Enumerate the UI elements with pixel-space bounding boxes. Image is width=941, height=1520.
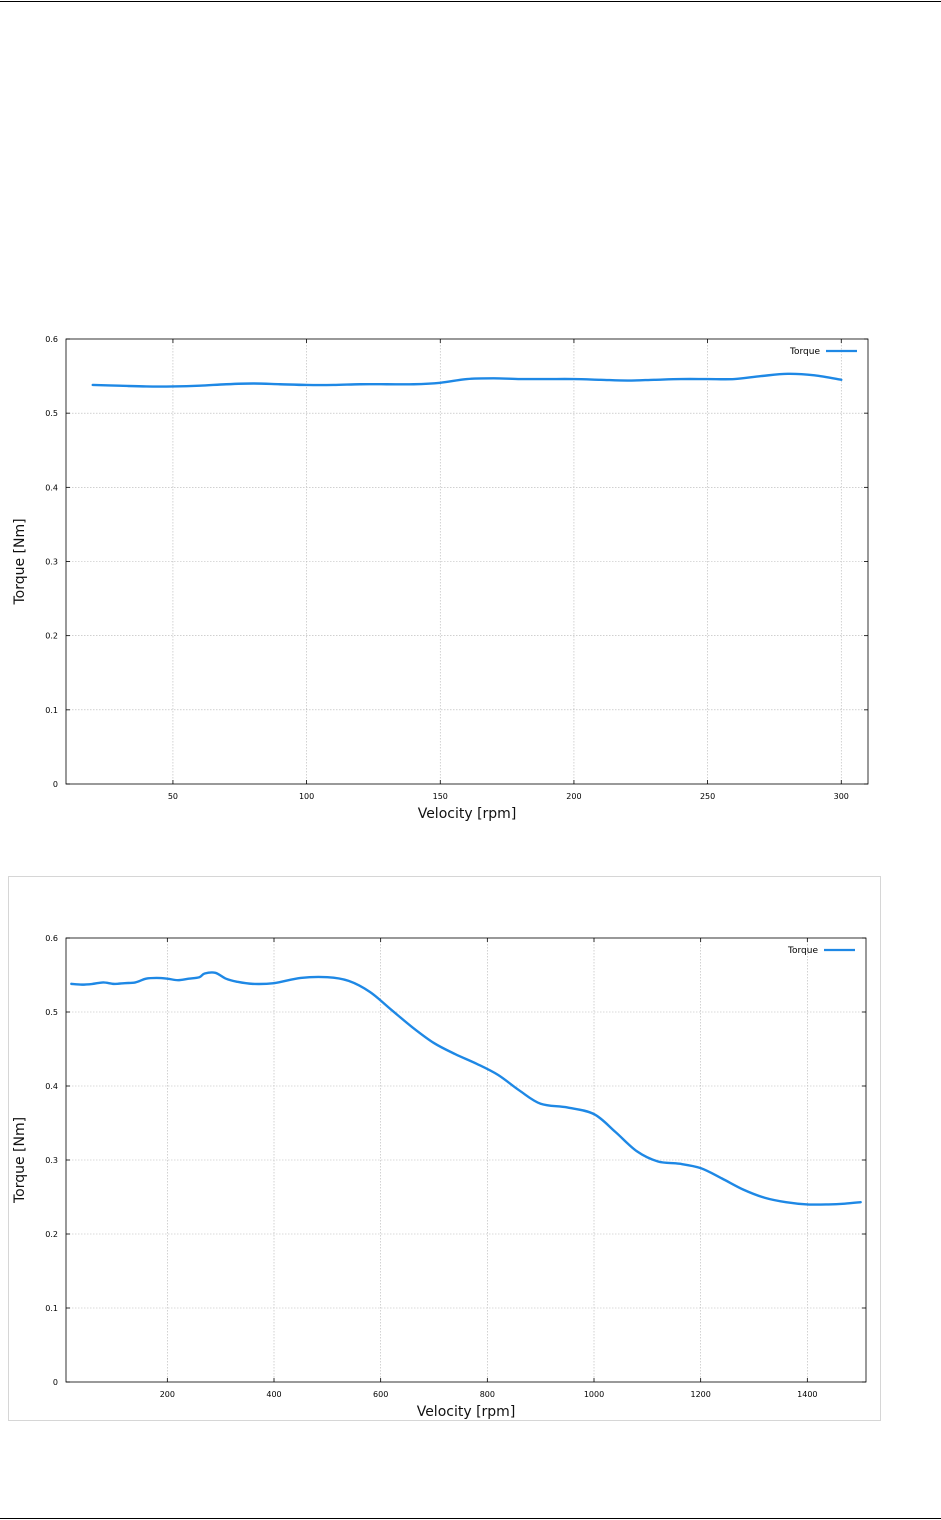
x-tick-label: 100: [299, 792, 314, 801]
x-tick-label: 250: [700, 792, 715, 801]
x-tick-label: 800: [480, 1390, 495, 1399]
x-tick-label: 200: [566, 792, 581, 801]
x-tick-label: 150: [433, 792, 448, 801]
y-tick-label: 0.3: [45, 558, 58, 567]
legend-label: Torque: [789, 347, 820, 357]
x-axis-title: Velocity [rpm]: [417, 1404, 516, 1420]
x-tick-label: 1200: [690, 1390, 710, 1399]
y-tick-label: 0.4: [45, 1082, 58, 1091]
y-tick-label: 0.3: [45, 1156, 58, 1165]
x-tick-label: 50: [168, 792, 178, 801]
y-tick-label: 0.5: [45, 409, 58, 418]
x-tick-label: 1400: [797, 1390, 817, 1399]
bottom-page-rule: [0, 1518, 941, 1519]
chart-torque-low-speed: 0 0.1 0.2 0.3 0.4 0.5 0.6 50 100 150 200 250 300 Velo…: [12, 335, 869, 822]
legend-label: Torque: [787, 946, 818, 956]
y-tick-label: 0.2: [45, 632, 58, 641]
x-tick-label: 200: [160, 1390, 175, 1399]
y-tick-label: 0.1: [45, 1304, 58, 1313]
y-tick-label: 0.4: [45, 483, 58, 492]
chart-torque-high-speed-frame: [8, 876, 881, 1421]
x-tick-label: 400: [266, 1390, 281, 1399]
chart-torque-low-speed-svg: 0 0.1 0.2 0.3 0.4 0.5 0.6 50 100 150 200 250 300 Velo…: [12, 335, 869, 822]
y-tick-label: 0.6: [45, 335, 58, 344]
y-axis-title: Torque [Nm]: [12, 1117, 28, 1204]
top-page-rule: [0, 1, 941, 2]
torque-series-line: [91, 372, 843, 388]
y-tick-label: 0.2: [45, 1230, 58, 1239]
x-tick-label: 300: [834, 792, 849, 801]
torque-series-line: [70, 971, 862, 1206]
x-tick-label: 1000: [584, 1390, 604, 1399]
y-tick-label: 0: [53, 780, 58, 789]
y-tick-label: 0.6: [45, 934, 58, 943]
y-axis-title: Torque [Nm]: [12, 518, 28, 605]
x-axis-title: Velocity [rpm]: [418, 806, 517, 822]
y-tick-label: 0.1: [45, 706, 58, 715]
x-tick-label: 600: [373, 1390, 388, 1399]
y-tick-label: 0: [53, 1378, 58, 1387]
y-tick-label: 0.5: [45, 1008, 58, 1017]
